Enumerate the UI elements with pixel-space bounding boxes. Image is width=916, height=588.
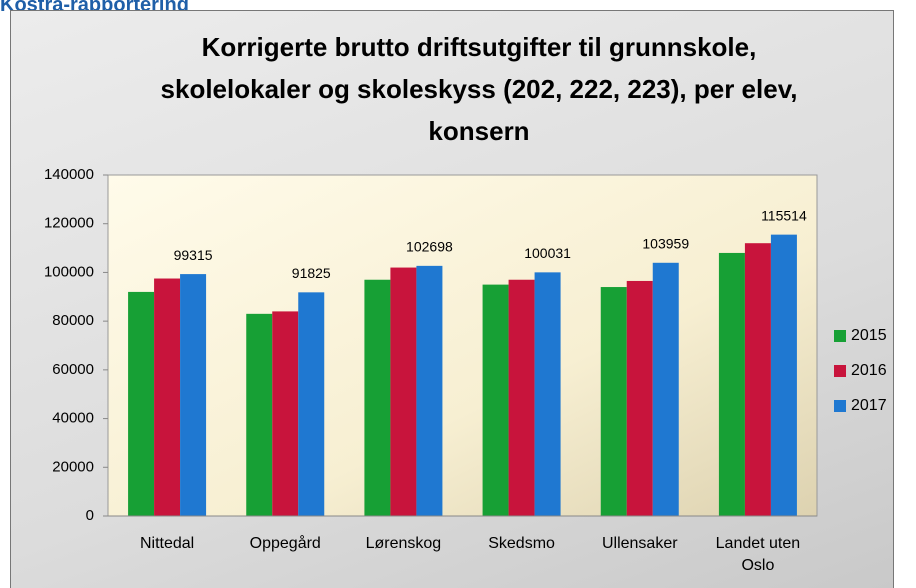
x-tick-label: Skedsmo (488, 535, 555, 552)
bar (128, 291, 155, 516)
bar (744, 243, 771, 516)
bar (180, 274, 207, 516)
legend-swatch (834, 330, 846, 342)
y-tick-label: 0 (86, 507, 94, 524)
x-tick-label: Lørenskog (365, 535, 442, 552)
x-tick-label: Oppegård (249, 535, 321, 552)
y-tick-label: 80000 (52, 312, 94, 329)
y-tick-label: 140000 (44, 166, 94, 183)
legend-swatch (834, 400, 846, 412)
data-label: 102698 (406, 239, 453, 255)
legend-label: 2016 (851, 362, 887, 379)
legend-swatch (834, 365, 846, 377)
bar (298, 292, 325, 516)
x-tick-label: Ullensaker (601, 535, 678, 552)
plot-area (107, 174, 818, 517)
y-tick-label: 120000 (44, 215, 94, 232)
data-label: 91825 (292, 265, 331, 281)
data-label: 115514 (761, 207, 807, 223)
bar (364, 279, 391, 516)
x-tick-label: Nittedal (139, 535, 195, 552)
x-tick-label: Landet uten Oslo (715, 535, 801, 574)
legend-label: 2015 (851, 327, 887, 344)
data-label: 100031 (524, 245, 571, 261)
bar (508, 279, 535, 516)
bar (718, 252, 745, 516)
bar (390, 267, 417, 516)
data-label: 103959 (642, 235, 689, 251)
bar (154, 278, 181, 516)
y-tick-label: 40000 (52, 410, 94, 427)
legend-label: 2017 (851, 397, 887, 414)
chart-title: Korrigerte brutto driftsutgifter til gru… (160, 32, 798, 146)
bar (416, 265, 443, 516)
y-tick-label: 60000 (52, 361, 94, 378)
y-tick-label: 20000 (52, 458, 94, 475)
bar (600, 287, 627, 516)
y-tick-label: 100000 (44, 263, 94, 280)
bar (272, 311, 299, 516)
bar (626, 280, 653, 516)
bar (652, 262, 679, 516)
bar (482, 284, 509, 516)
data-label: 99315 (174, 247, 213, 263)
bar (534, 272, 561, 516)
bar (246, 313, 273, 516)
bar (770, 234, 797, 516)
